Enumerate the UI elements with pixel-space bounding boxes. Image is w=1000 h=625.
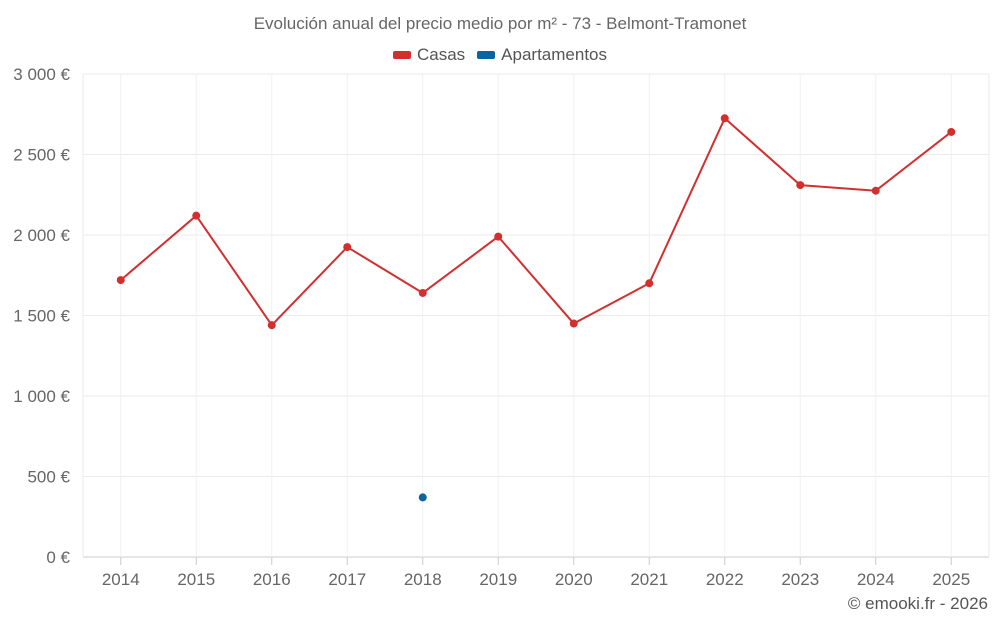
x-tick-label: 2022	[706, 570, 744, 589]
copyright-text: © emooki.fr - 2026	[847, 594, 988, 613]
x-tick-label: 2023	[781, 570, 819, 589]
data-point-casas-2021	[645, 279, 654, 288]
chart-title: Evolución anual del precio medio por m² …	[253, 14, 747, 33]
data-point-casas-2023	[796, 181, 805, 190]
y-tick-label: 2 500 €	[13, 146, 70, 165]
x-tick-label: 2018	[404, 570, 442, 589]
chart-legend: Casas Apartamentos	[0, 45, 1000, 65]
x-tick-label: 2019	[479, 570, 517, 589]
data-point-apartamentos-2018	[418, 493, 427, 502]
legend-item-apartamentos[interactable]: Apartamentos	[477, 45, 607, 65]
data-point-casas-2022	[720, 114, 729, 123]
data-point-casas-2019	[494, 232, 503, 241]
data-point-casas-2014	[116, 276, 125, 285]
x-tick-label: 2017	[328, 570, 366, 589]
legend-swatch-apartamentos	[477, 51, 496, 59]
x-tick-label: 2014	[102, 570, 140, 589]
data-point-casas-2018	[418, 288, 427, 297]
data-point-casas-2016	[267, 321, 276, 330]
data-point-casas-2020	[569, 319, 578, 328]
y-tick-label: 0 €	[46, 548, 70, 567]
x-tick-label: 2020	[555, 570, 593, 589]
data-point-casas-2025	[947, 127, 956, 136]
x-tick-label: 2024	[857, 570, 895, 589]
y-tick-label: 500 €	[27, 468, 70, 487]
data-point-casas-2024	[871, 186, 880, 195]
y-tick-label: 2 000 €	[13, 226, 70, 245]
x-tick-label: 2021	[630, 570, 668, 589]
x-tick-label: 2016	[253, 570, 291, 589]
x-tick-label: 2025	[932, 570, 970, 589]
series-line-casas	[120, 117, 952, 327]
legend-label-casas: Casas	[416, 45, 466, 64]
data-point-casas-2017	[343, 243, 352, 252]
legend-label-apartamentos: Apartamentos	[501, 45, 608, 64]
y-tick-label: 1 500 €	[13, 307, 70, 326]
y-tick-label: 1 000 €	[13, 387, 70, 406]
y-tick-label: 3 000 €	[13, 65, 70, 84]
legend-item-casas[interactable]: Casas	[392, 45, 466, 65]
data-point-casas-2015	[192, 211, 201, 220]
legend-swatch-casas	[392, 51, 411, 59]
x-tick-label: 2015	[177, 570, 215, 589]
